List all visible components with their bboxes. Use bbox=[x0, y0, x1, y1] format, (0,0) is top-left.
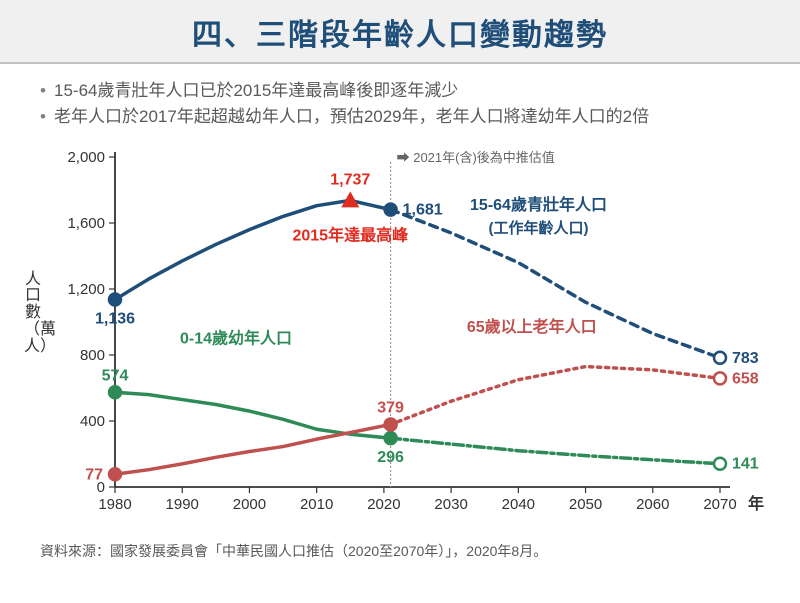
svg-text:2050: 2050 bbox=[569, 496, 602, 513]
slide-title: 四、三階段年齡人口變動趨勢 bbox=[0, 10, 800, 54]
svg-text:2000: 2000 bbox=[233, 496, 266, 513]
svg-text:783: 783 bbox=[732, 349, 759, 366]
svg-text:77: 77 bbox=[85, 466, 103, 483]
svg-text:1,681: 1,681 bbox=[403, 201, 443, 218]
bullet-item: 15-64歲青壯年人口已於2015年達最高峰後即逐年減少 bbox=[40, 78, 760, 104]
svg-text:296: 296 bbox=[377, 449, 404, 466]
svg-text:658: 658 bbox=[732, 370, 759, 387]
svg-text:2060: 2060 bbox=[636, 496, 669, 513]
svg-text:400: 400 bbox=[80, 413, 105, 430]
svg-text:800: 800 bbox=[80, 347, 105, 364]
svg-text:2020: 2020 bbox=[367, 496, 400, 513]
svg-text:1,600: 1,600 bbox=[67, 215, 105, 232]
svg-text:2015年達最高峰: 2015年達最高峰 bbox=[292, 225, 409, 244]
svg-text:2,000: 2,000 bbox=[67, 149, 105, 166]
bullet-list: 15-64歲青壯年人口已於2015年達最高峰後即逐年減少 老年人口於2017年起… bbox=[0, 64, 800, 137]
svg-text:379: 379 bbox=[377, 399, 404, 416]
svg-text:141: 141 bbox=[732, 455, 759, 472]
svg-text:1,737: 1,737 bbox=[330, 171, 370, 188]
svg-text:1980: 1980 bbox=[98, 496, 131, 513]
svg-text:年: 年 bbox=[748, 494, 764, 513]
slide-title-bar: 四、三階段年齡人口變動趨勢 bbox=[0, 0, 800, 64]
svg-text:1,136: 1,136 bbox=[95, 310, 135, 327]
svg-text:574: 574 bbox=[102, 367, 129, 384]
svg-text:15-64歲青壯年人口: 15-64歲青壯年人口 bbox=[470, 194, 607, 213]
svg-text:2010: 2010 bbox=[300, 496, 333, 513]
svg-text:1,200: 1,200 bbox=[67, 281, 105, 298]
y-axis-label: 人口數（萬人） bbox=[24, 272, 42, 356]
svg-text:1990: 1990 bbox=[166, 496, 199, 513]
svg-text:(工作年齡人口): (工作年齡人口) bbox=[489, 219, 589, 237]
bullet-item: 老年人口於2017年起超越幼年人口，預估2029年，老年人口將達幼年人口的2倍 bbox=[40, 104, 760, 130]
population-chart: 人口數（萬人） 04008001,2001,6002,0001980199020… bbox=[20, 137, 780, 537]
svg-text:0-14歲幼年人口: 0-14歲幼年人口 bbox=[180, 328, 292, 347]
svg-text:65歲以上老年人口: 65歲以上老年人口 bbox=[467, 317, 597, 336]
svg-text:2030: 2030 bbox=[434, 496, 467, 513]
source-note: 資料來源：國家發展委員會「中華民國人口推估（2020至2070年）」，2020年… bbox=[0, 537, 800, 561]
svg-text:➡ 2021年(含)後為中推估值: ➡ 2021年(含)後為中推估值 bbox=[397, 150, 555, 165]
svg-text:2040: 2040 bbox=[502, 496, 535, 513]
svg-text:2070: 2070 bbox=[703, 496, 736, 513]
chart-svg: 04008001,2001,6002,000198019902000201020… bbox=[20, 137, 780, 537]
